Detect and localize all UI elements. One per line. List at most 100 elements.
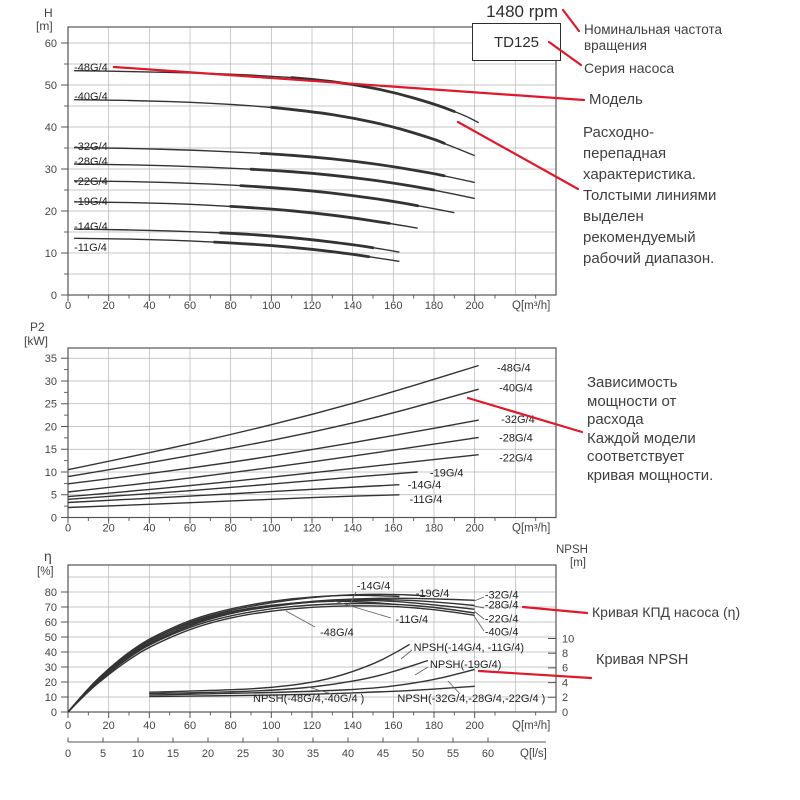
note-line: Зависимость	[587, 374, 678, 391]
svg-text:60: 60	[184, 523, 196, 535]
note-line: выделен	[583, 208, 644, 225]
red-leader-line	[112, 65, 586, 102]
svg-text:5: 5	[100, 748, 106, 760]
svg-text:25: 25	[237, 748, 249, 760]
svg-text:25: 25	[45, 399, 57, 411]
svg-text:100: 100	[262, 523, 280, 535]
svg-text:[%]: [%]	[37, 566, 54, 578]
svg-text:80: 80	[45, 587, 57, 599]
curve--19G4	[67, 593, 426, 713]
svg-text:35: 35	[307, 748, 319, 760]
curve--40G4-thick	[269, 105, 446, 145]
svg-text:Q[l/s]: Q[l/s]	[520, 748, 547, 760]
curve--22G4	[67, 599, 475, 713]
svg-text:160: 160	[384, 300, 402, 312]
red-leader-line	[521, 605, 589, 615]
curve--11G4	[74, 237, 400, 263]
svg-text:160: 160	[384, 720, 402, 732]
svg-text:-32G/4: -32G/4	[501, 414, 535, 426]
note-line: характеристика.	[583, 166, 697, 183]
svg-text:60: 60	[482, 748, 494, 760]
curve--48G4	[67, 605, 475, 713]
curve--19G4-thick	[229, 205, 391, 225]
curve--19G4	[74, 201, 418, 229]
note-npsh-curve: Кривая NPSH	[596, 652, 689, 668]
svg-text:-19G/4: -19G/4	[74, 196, 108, 208]
pump-series-label: TD125	[493, 33, 540, 51]
svg-text:NPSH(-14G/4, -11G/4): NPSH(-14G/4, -11G/4)	[414, 642, 524, 654]
svg-text:-11G/4: -11G/4	[410, 494, 443, 506]
svg-text:15: 15	[167, 748, 179, 760]
svg-text:Q[m³/h]: Q[m³/h]	[512, 523, 550, 535]
svg-text:0: 0	[65, 300, 71, 312]
svg-text:140: 140	[343, 720, 361, 732]
curve--22G4	[74, 180, 455, 214]
svg-text:[m]: [m]	[570, 557, 586, 569]
svg-text:10: 10	[45, 248, 57, 260]
curve--11G4-thick	[213, 240, 371, 259]
pump-series-box: TD125	[472, 23, 561, 61]
svg-text:-48G/4: -48G/4	[320, 627, 354, 639]
curve--28G4	[74, 163, 475, 200]
svg-text:60: 60	[184, 720, 196, 732]
note-model: Модель	[589, 91, 643, 108]
svg-text:Q[m³/h]: Q[m³/h]	[512, 300, 550, 312]
svg-text:10: 10	[562, 633, 574, 645]
svg-text:30: 30	[45, 164, 57, 176]
svg-text:6: 6	[562, 663, 568, 675]
note-line: перепадная	[583, 145, 667, 162]
svg-text:30: 30	[45, 662, 57, 674]
svg-text:P2: P2	[30, 320, 45, 334]
red-leader-line	[466, 396, 584, 434]
curve--40G4	[74, 99, 475, 157]
curve--48G4	[67, 364, 479, 471]
svg-text:140: 140	[343, 523, 361, 535]
svg-text:-40G/4: -40G/4	[74, 91, 108, 103]
svg-text:0: 0	[51, 290, 57, 302]
svg-text:0: 0	[51, 707, 57, 719]
svg-text:40: 40	[45, 647, 57, 659]
svg-text:40: 40	[143, 300, 155, 312]
curve--22G4-thick	[239, 184, 420, 208]
svg-text:40: 40	[342, 748, 354, 760]
svg-text:200: 200	[465, 720, 483, 732]
svg-text:80: 80	[225, 720, 237, 732]
note-line: Каждой модели	[587, 429, 696, 447]
svg-text:[kW]: [kW]	[24, 334, 48, 348]
svg-text:55: 55	[447, 748, 459, 760]
svg-text:20: 20	[45, 677, 57, 689]
curve-NPSH-14G4-11G4	[149, 643, 410, 693]
svg-text:160: 160	[384, 523, 402, 535]
svg-text:-48G/4: -48G/4	[497, 362, 531, 374]
curve--22G4	[67, 454, 479, 498]
svg-text:-14G/4: -14G/4	[357, 580, 391, 592]
red-leader-line	[456, 120, 580, 191]
svg-text:30: 30	[45, 376, 57, 388]
svg-text:10: 10	[45, 467, 57, 479]
svg-text:10: 10	[132, 748, 144, 760]
red-leader-line	[561, 8, 581, 33]
note-line: расхода	[587, 411, 644, 428]
svg-text:60: 60	[184, 300, 196, 312]
svg-text:10: 10	[45, 692, 57, 704]
svg-text:0: 0	[65, 523, 71, 535]
svg-text:120: 120	[303, 300, 321, 312]
svg-text:20: 20	[45, 206, 57, 218]
svg-text:η: η	[44, 548, 52, 564]
svg-text:0: 0	[562, 707, 568, 719]
svg-text:NPSH(-19G/4): NPSH(-19G/4)	[430, 659, 502, 671]
note-line: вращения	[584, 38, 647, 53]
power-chart: -48G/4 -40G/4 -32G/4 -28G/4 -22G/4 -19G/4-14G…	[24, 320, 557, 535]
svg-text:200: 200	[465, 523, 483, 535]
svg-text:H: H	[44, 6, 53, 20]
curve--14G4	[67, 594, 400, 713]
svg-text:20: 20	[45, 421, 57, 433]
curve--14G4	[74, 228, 400, 253]
svg-text:60: 60	[45, 38, 57, 50]
svg-text:-11G/4: -11G/4	[395, 614, 428, 626]
svg-text:2: 2	[562, 692, 568, 704]
curve--28G4	[67, 436, 479, 493]
svg-text:Q[m³/h]: Q[m³/h]	[512, 720, 550, 732]
svg-text:45: 45	[377, 748, 389, 760]
svg-text:-11G/4: -11G/4	[74, 242, 107, 254]
